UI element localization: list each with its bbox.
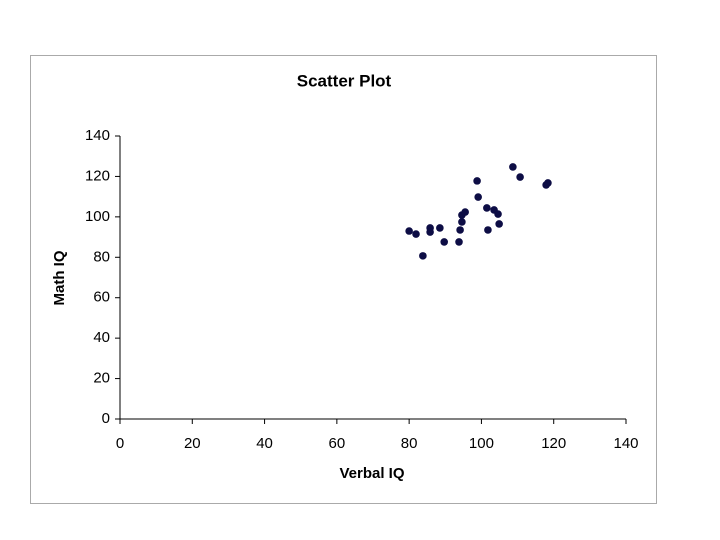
point [426, 228, 434, 236]
point [412, 230, 420, 238]
point [516, 173, 524, 181]
point [474, 193, 482, 201]
point [458, 218, 466, 226]
point [484, 226, 492, 234]
x-axis-title: Verbal IQ [339, 465, 404, 482]
x-tick-label: 40 [256, 435, 273, 452]
point [495, 220, 503, 228]
x-tick-label: 100 [469, 435, 494, 452]
y-tick-label: 0 [102, 410, 110, 427]
y-tick-label: 60 [93, 289, 110, 306]
point [405, 227, 413, 235]
point [440, 238, 449, 246]
y-tick-label: 20 [93, 370, 110, 387]
x-tick-label: 140 [613, 435, 638, 452]
chart-title: Scatter Plot [297, 71, 392, 90]
y-tick-label: 100 [85, 208, 110, 225]
y-tick-label: 40 [93, 329, 110, 346]
point [455, 238, 463, 246]
point [456, 226, 464, 234]
y-tick-label: 80 [93, 248, 110, 265]
y-tick-label: 140 [85, 127, 110, 144]
point [544, 179, 552, 187]
point [483, 204, 491, 212]
x-tick-label: 20 [184, 435, 201, 452]
x-tick-label: 80 [401, 435, 418, 452]
point [494, 210, 502, 218]
y-tick-label: 120 [85, 167, 110, 184]
chart-frame [30, 55, 657, 504]
point [461, 208, 469, 216]
point [509, 163, 517, 171]
y-axis-title: Math IQ [51, 250, 68, 305]
point [473, 177, 481, 185]
x-tick-label: 0 [116, 435, 124, 452]
point [419, 252, 427, 260]
x-tick-label: 120 [541, 435, 566, 452]
point [436, 224, 444, 232]
x-tick-label: 60 [329, 435, 346, 452]
